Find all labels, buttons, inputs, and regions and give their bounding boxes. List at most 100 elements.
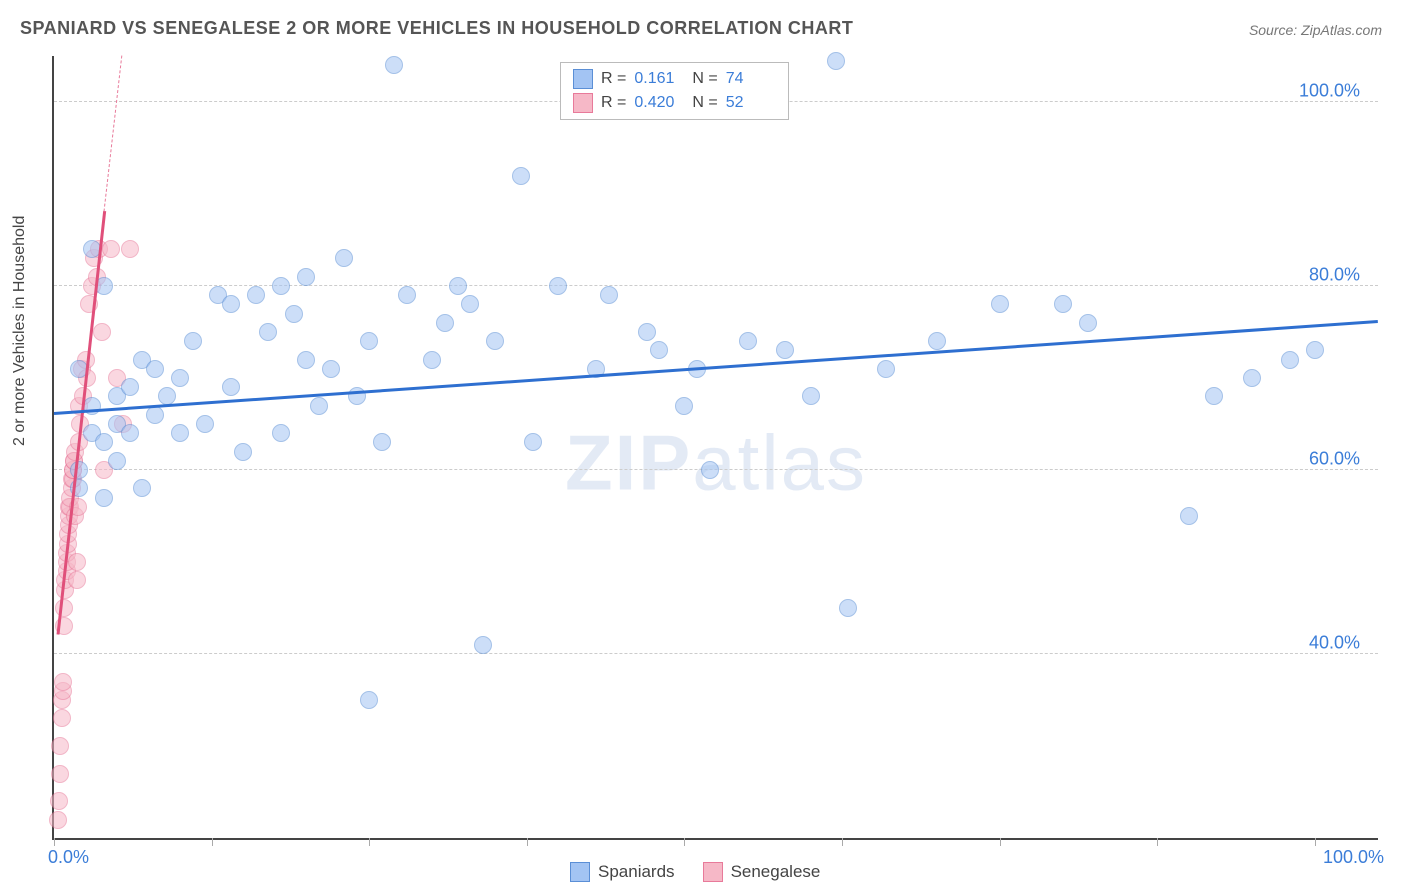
- data-point: [121, 240, 139, 258]
- data-point: [171, 424, 189, 442]
- source-attribution: Source: ZipAtlas.com: [1249, 22, 1382, 38]
- data-point: [1281, 351, 1299, 369]
- x-tick: [212, 838, 213, 846]
- data-point: [322, 360, 340, 378]
- data-point: [776, 341, 794, 359]
- swatch-senegalese: [573, 93, 593, 113]
- x-tick: [369, 838, 370, 846]
- data-point: [436, 314, 454, 332]
- r-label: R =: [601, 94, 626, 112]
- n-label: N =: [692, 70, 717, 88]
- data-point: [524, 433, 542, 451]
- y-tick-label: 100.0%: [1299, 81, 1360, 102]
- data-point: [1205, 387, 1223, 405]
- x-tick: [1000, 838, 1001, 846]
- data-point: [121, 424, 139, 442]
- legend-label-senegalese: Senegalese: [731, 862, 821, 882]
- data-point: [95, 433, 113, 451]
- data-point: [51, 765, 69, 783]
- data-point: [928, 332, 946, 350]
- data-point: [297, 268, 315, 286]
- data-point: [234, 443, 252, 461]
- correlation-legend: R = 0.161 N = 74 R = 0.420 N = 52: [560, 62, 789, 120]
- n-value-spaniards: 74: [726, 70, 776, 88]
- data-point: [171, 369, 189, 387]
- y-tick-label: 60.0%: [1309, 449, 1360, 470]
- n-value-senegalese: 52: [726, 94, 776, 112]
- data-point: [93, 323, 111, 341]
- legend-label-spaniards: Spaniards: [598, 862, 675, 882]
- data-point: [638, 323, 656, 341]
- data-point: [50, 792, 68, 810]
- n-label: N =: [692, 94, 717, 112]
- scatter-chart: ZIPatlas 40.0%60.0%80.0%100.0%0.0%100.0%: [52, 56, 1378, 840]
- legend-item-senegalese: Senegalese: [703, 862, 821, 882]
- series-legend: Spaniards Senegalese: [570, 862, 820, 882]
- chart-title: SPANIARD VS SENEGALESE 2 OR MORE VEHICLE…: [20, 18, 853, 39]
- y-axis-label: 2 or more Vehicles in Household: [11, 216, 29, 446]
- x-tick: [1157, 838, 1158, 846]
- data-point: [51, 737, 69, 755]
- legend-item-spaniards: Spaniards: [570, 862, 675, 882]
- data-point: [1243, 369, 1261, 387]
- data-point: [310, 397, 328, 415]
- trendline-senegalese-ext: [104, 55, 123, 212]
- data-point: [196, 415, 214, 433]
- x-tick: [684, 838, 685, 846]
- data-point: [839, 599, 857, 617]
- trendline-senegalese: [56, 211, 106, 635]
- data-point: [398, 286, 416, 304]
- data-point: [1180, 507, 1198, 525]
- data-point: [49, 811, 67, 829]
- data-point: [373, 433, 391, 451]
- y-tick-label: 80.0%: [1309, 265, 1360, 286]
- data-point: [1306, 341, 1324, 359]
- data-point: [739, 332, 757, 350]
- data-point: [827, 52, 845, 70]
- data-point: [95, 489, 113, 507]
- data-point: [53, 709, 71, 727]
- gridline-h: [54, 653, 1378, 654]
- data-point: [222, 378, 240, 396]
- data-point: [108, 452, 126, 470]
- data-point: [335, 249, 353, 267]
- data-point: [146, 360, 164, 378]
- data-point: [146, 406, 164, 424]
- data-point: [184, 332, 202, 350]
- swatch-spaniards-icon: [570, 862, 590, 882]
- data-point: [272, 424, 290, 442]
- r-value-senegalese: 0.420: [634, 94, 684, 112]
- data-point: [486, 332, 504, 350]
- r-label: R =: [601, 70, 626, 88]
- data-point: [272, 277, 290, 295]
- data-point: [701, 461, 719, 479]
- data-point: [259, 323, 277, 341]
- data-point: [68, 571, 86, 589]
- x-tick: [527, 838, 528, 846]
- r-value-spaniards: 0.161: [634, 70, 684, 88]
- legend-row-senegalese: R = 0.420 N = 52: [561, 91, 788, 115]
- y-tick-label: 40.0%: [1309, 633, 1360, 654]
- data-point: [121, 378, 139, 396]
- data-point: [877, 360, 895, 378]
- data-point: [600, 286, 618, 304]
- data-point: [360, 332, 378, 350]
- data-point: [802, 387, 820, 405]
- data-point: [675, 397, 693, 415]
- legend-row-spaniards: R = 0.161 N = 74: [561, 67, 788, 91]
- x-tick: [1315, 838, 1316, 846]
- x-tick: [54, 838, 55, 846]
- data-point: [385, 56, 403, 74]
- data-point: [423, 351, 441, 369]
- data-point: [474, 636, 492, 654]
- data-point: [285, 305, 303, 323]
- data-point: [222, 295, 240, 313]
- x-tick-label-max: 100.0%: [1323, 847, 1384, 868]
- x-tick-label-min: 0.0%: [48, 847, 89, 868]
- data-point: [1079, 314, 1097, 332]
- x-tick: [842, 838, 843, 846]
- trendline-spaniards: [54, 320, 1378, 415]
- watermark-zip: ZIP: [565, 418, 692, 506]
- data-point: [68, 553, 86, 571]
- watermark-atlas: atlas: [692, 418, 867, 506]
